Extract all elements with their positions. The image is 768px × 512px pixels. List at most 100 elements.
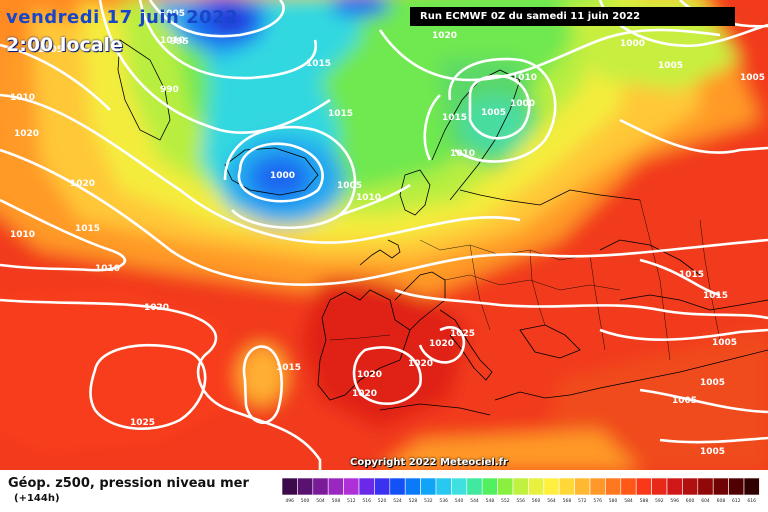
colorbar-swatch (497, 477, 514, 496)
colorbar-swatch (312, 477, 329, 496)
isobar-label: 1005 (740, 73, 765, 83)
isobar-label: 1010 (10, 230, 35, 240)
colorbar-swatch (697, 477, 714, 496)
colorbar-swatch (666, 477, 683, 496)
isobar-label: 1015 (276, 363, 301, 373)
colorbar-swatch (605, 477, 622, 496)
isobar-label: 990 (160, 85, 179, 95)
isobar-label: 1020 (70, 179, 95, 189)
colorbar-tick-label: 528 (409, 498, 418, 504)
colorbar-swatch (466, 477, 483, 496)
colorbar-tick-label: 512 (347, 498, 356, 504)
colorbar-tick-label: 556 (516, 498, 525, 504)
isobar-labels: 1005101099599010151015102010201010101510… (10, 9, 765, 457)
colorbar-swatch (358, 477, 375, 496)
isobar-label: 1010 (450, 149, 475, 159)
isobar-label: 1015 (442, 113, 467, 123)
colorbar-tick-label: 608 (717, 498, 726, 504)
colorbar-swatch (327, 477, 344, 496)
colorbar-tick-label: 504 (316, 498, 325, 504)
isobar-label: 1005 (337, 181, 362, 191)
isobar-label: 1010 (95, 264, 120, 274)
colorbar-swatch (481, 477, 498, 496)
isobar-label: 1000 (270, 171, 295, 181)
map-title: Géop. z500, pression niveau mer (8, 476, 249, 491)
colorbar-tick-label: 604 (701, 498, 710, 504)
model-run-banner: Run ECMWF 0Z du samedi 11 juin 2022 (410, 7, 735, 26)
isobar-label: 1005 (700, 447, 725, 457)
colorbar-swatch (635, 477, 652, 496)
colorbar-swatch (712, 477, 729, 496)
isobar-label: 1010 (160, 36, 185, 46)
isobar-label: 1000 (510, 99, 535, 109)
map-canvas: 1005101099599010151015102010201010101510… (0, 0, 768, 470)
colorbar-tick-label: 616 (747, 498, 756, 504)
colorbar-legend: 496 500 504 508 512 516 520 524 528 532 536 540 544 5… (281, 477, 760, 504)
isobar-label: 1005 (38, 45, 63, 55)
forecast-time: 2:00 locale (6, 34, 123, 56)
colorbar-tick-label: 600 (686, 498, 695, 504)
colorbar-tick-label: 516 (362, 498, 371, 504)
colorbar-swatch (389, 477, 406, 496)
isobar-label: 1015 (75, 224, 100, 234)
colorbar-tick-label: 580 (609, 498, 618, 504)
colorbar-swatch (728, 477, 745, 496)
colorbar-swatch (281, 477, 298, 496)
isobar-label: 1015 (328, 109, 353, 119)
country-borders (329, 199, 721, 361)
colorbar-tick-label: 588 (640, 498, 649, 504)
isobar-label: 1020 (14, 129, 39, 139)
isobar-label: 1015 (703, 291, 728, 301)
colorbar-swatch (651, 477, 668, 496)
isobar-label: 1005 (672, 396, 697, 406)
isobar-label: 1020 (408, 359, 433, 369)
isobar-label: 1020 (429, 339, 454, 349)
isobar-label: 1010 (356, 193, 381, 203)
isobar-label: 1025 (130, 418, 155, 428)
forecast-date: vendredi 17 juin 2022 (6, 7, 239, 28)
isobar-label: 1005 (481, 108, 506, 118)
isobar-label: 1025 (450, 329, 475, 339)
colorbar-swatch (574, 477, 591, 496)
colorbar-tick-label: 584 (624, 498, 633, 504)
isobar-label: 1010 (512, 73, 537, 83)
colorbar-swatch (435, 477, 452, 496)
colorbar-tick-label: 532 (424, 498, 433, 504)
isobar-label: 1020 (357, 370, 382, 380)
copyright-text: Copyright 2022 Meteociel.fr (350, 457, 508, 468)
colorbar-swatch (558, 477, 575, 496)
colorbar-tick-label: 552 (501, 498, 510, 504)
colorbar-swatch (620, 477, 637, 496)
colorbar-tick-label: 540 (455, 498, 464, 504)
colorbar-tick-label: 592 (655, 498, 664, 504)
colorbar-tick-label: 560 (532, 498, 541, 504)
colorbar-tick-label: 564 (547, 498, 556, 504)
colorbar-swatch (743, 477, 760, 496)
colorbar-swatch (374, 477, 391, 496)
isobar-label: 995 (170, 37, 189, 47)
colorbar-swatch (528, 477, 545, 496)
isobar-label: 1005 (712, 338, 737, 348)
colorbar-swatch (543, 477, 560, 496)
colorbar-tick-label: 496 (285, 498, 294, 504)
colorbar-swatch (404, 477, 421, 496)
colorbar-tick-label: 536 (439, 498, 448, 504)
colorbar-swatch (589, 477, 606, 496)
isobar-label: 1000 (620, 39, 645, 49)
colorbar-tick-label: 596 (670, 498, 679, 504)
isobar-label: 1015 (306, 59, 331, 69)
isobar-label: 1005 (160, 9, 185, 19)
colorbar-swatch (297, 477, 314, 496)
colorbar-tick-label: 520 (378, 498, 387, 504)
colorbar-tick-label: 612 (732, 498, 741, 504)
colorbar-swatch (451, 477, 468, 496)
isobar-label: 1015 (679, 270, 704, 280)
isobar-label: 1020 (432, 31, 457, 41)
colorbar-tick-label: 544 (470, 498, 479, 504)
colorbar-swatch (682, 477, 699, 496)
isobar-label: 1005 (700, 378, 725, 388)
isobar-label: 1020 (352, 389, 377, 399)
isobar-label: 1020 (144, 303, 169, 313)
isobar-label: 1010 (10, 93, 35, 103)
